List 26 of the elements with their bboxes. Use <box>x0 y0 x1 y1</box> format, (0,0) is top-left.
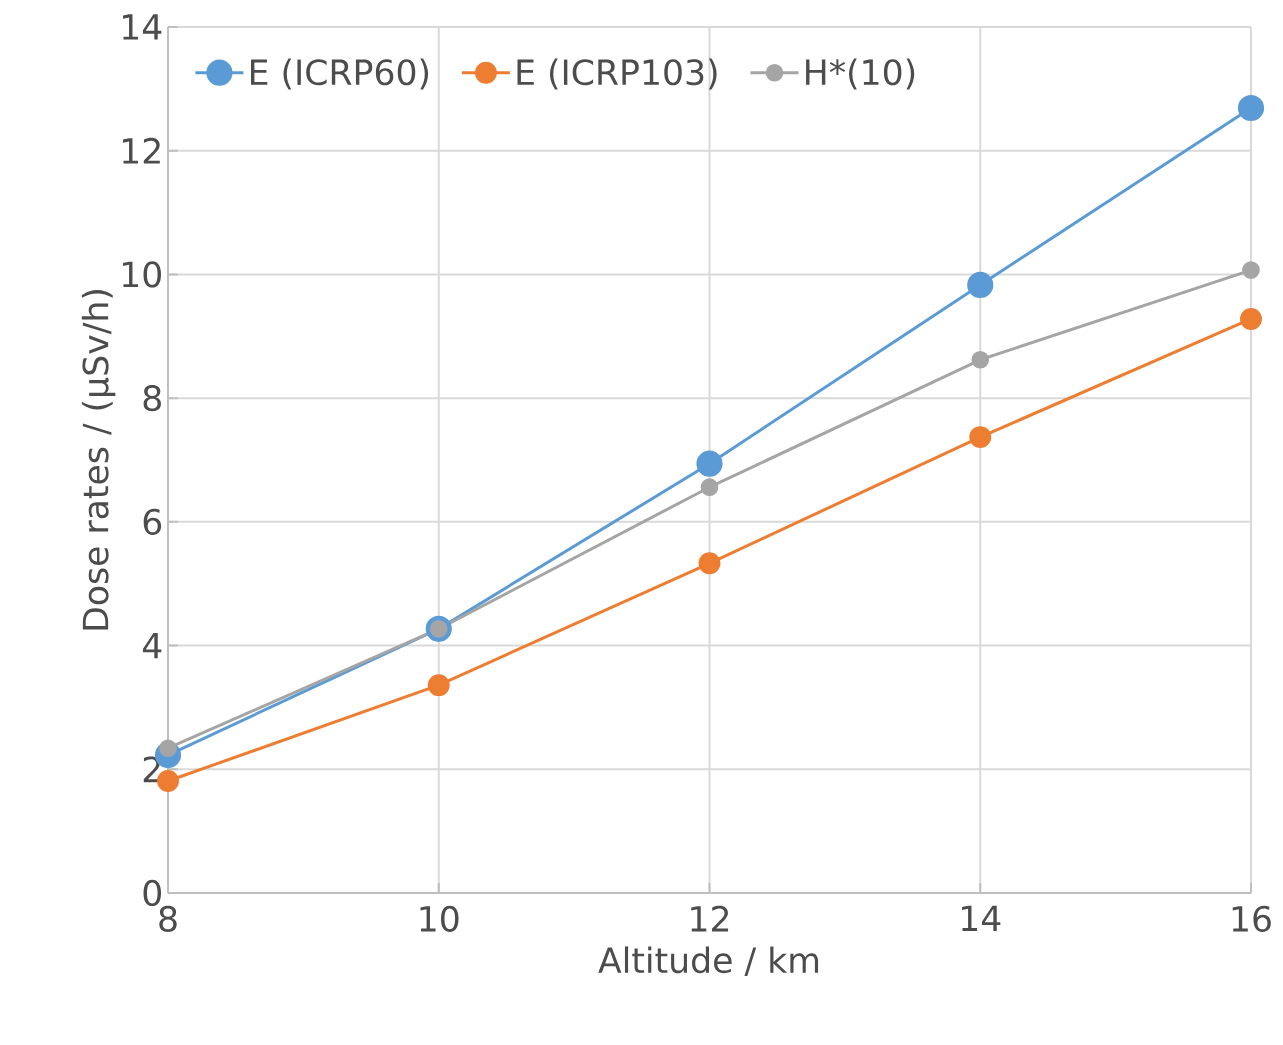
point <box>969 426 992 449</box>
legend-label: E (ICRP60) <box>251 58 429 90</box>
x-tick-label: 16 <box>1232 905 1271 932</box>
legend-label: E (ICRP103) <box>517 58 717 90</box>
y-tick-label: 0 <box>143 879 161 907</box>
x-axis-title: Altitude / km <box>598 946 819 976</box>
x-tick-label: 14 <box>962 905 1001 931</box>
point <box>427 674 450 697</box>
y-tick-label: 6 <box>143 508 162 535</box>
x-tick-label: 10 <box>420 905 459 932</box>
y-tick-label: 4 <box>142 632 162 659</box>
y-tick-label: 12 <box>122 137 160 164</box>
y-tick-label: 8 <box>143 385 161 412</box>
legend-label: H*(10) <box>806 58 915 90</box>
point <box>967 271 994 299</box>
y-tick-label: 14 <box>122 14 162 40</box>
point <box>700 478 719 497</box>
y-tick-label: 10 <box>122 261 161 288</box>
y-axis-title: Dose rates / (µSv/h) <box>81 290 116 630</box>
point <box>1242 261 1260 279</box>
point <box>698 552 721 575</box>
point <box>971 350 990 369</box>
point <box>1237 94 1265 122</box>
point <box>1240 307 1262 330</box>
point <box>696 450 723 477</box>
x-tick-label: 12 <box>691 905 729 932</box>
